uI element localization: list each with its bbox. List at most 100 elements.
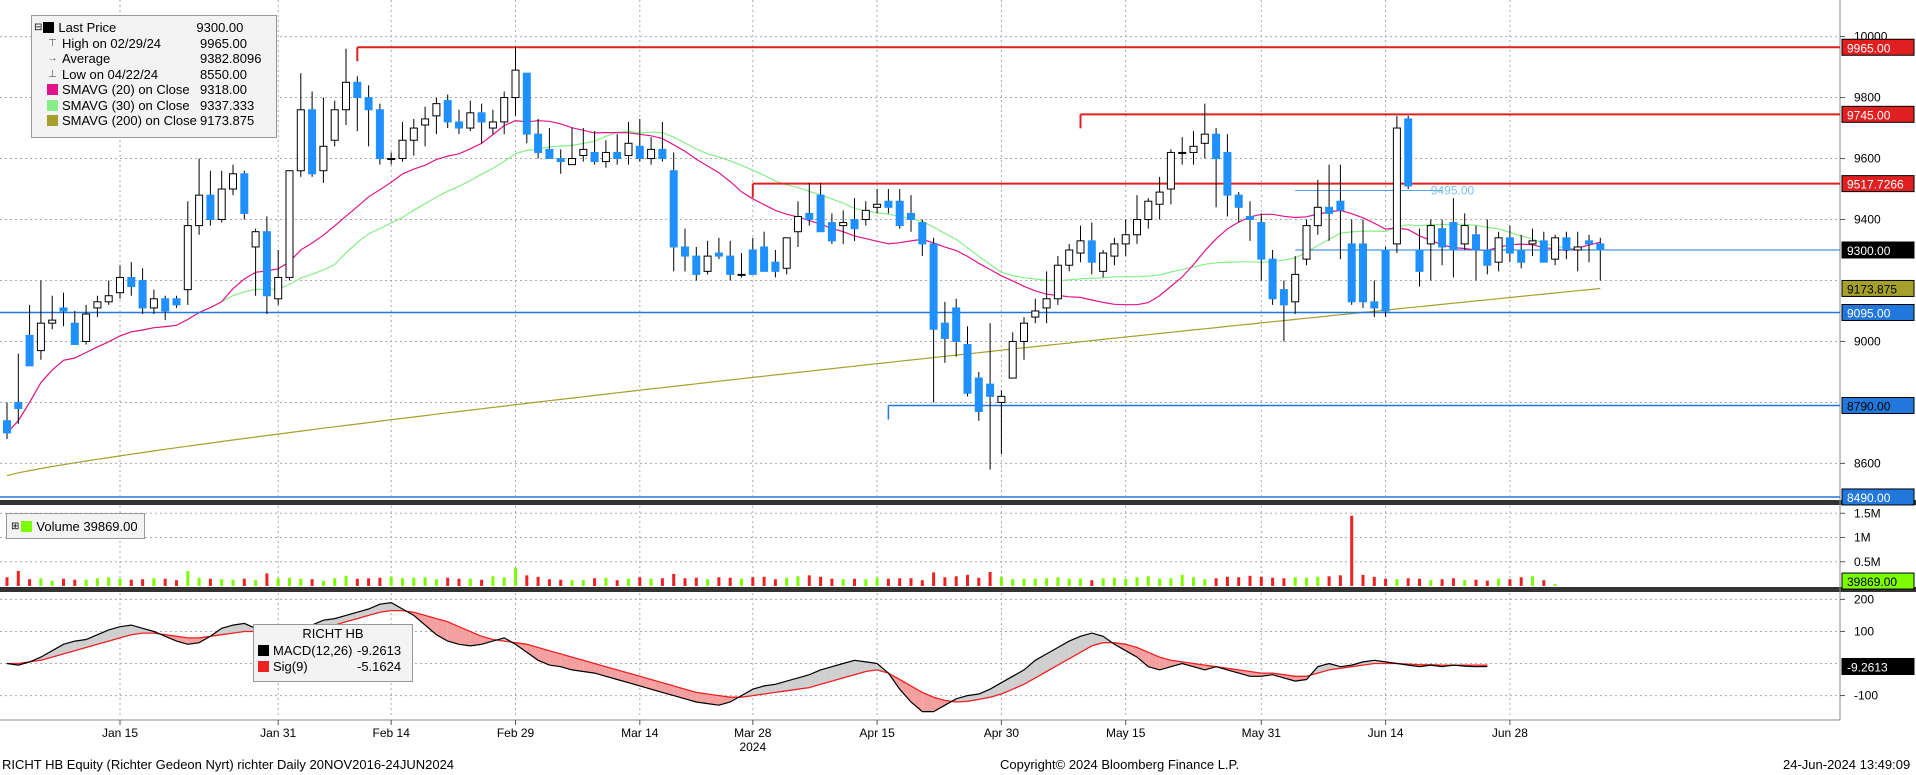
x-tick-label: Jun 28 (1492, 726, 1528, 740)
price-level-tag (1841, 488, 1915, 506)
legend-series-name: Last Price (58, 20, 117, 36)
macd-histogram-fill (843, 660, 855, 678)
candle (873, 203, 882, 208)
x-tick-label: Jun 14 (1368, 726, 1404, 740)
candle (805, 212, 814, 221)
macd-histogram-fill (379, 602, 392, 613)
macd-histogram-fill (662, 682, 674, 696)
candle (14, 401, 23, 410)
volume-bar (231, 579, 235, 586)
volume-bar (480, 579, 484, 586)
candle (443, 100, 452, 123)
macd-histogram-fill (425, 615, 437, 635)
volume-bar (423, 577, 427, 586)
candle (500, 97, 509, 123)
volume-bar (762, 576, 766, 586)
candle (963, 344, 972, 394)
volume-bar (1305, 577, 1308, 586)
candle (952, 307, 961, 342)
volume-bar (457, 578, 461, 586)
volume-bar (649, 578, 653, 586)
candle (534, 133, 543, 153)
macd-histogram-fill (594, 663, 606, 677)
volume-bar (1508, 579, 1512, 586)
volume-bar (242, 578, 246, 586)
y-tick-label: 9000 (1854, 334, 1881, 348)
macd-histogram-fill (572, 657, 584, 672)
volume-bar (141, 579, 145, 586)
volume-bar (254, 580, 258, 586)
candle (195, 194, 204, 227)
macd-histogram-fill (651, 679, 663, 693)
macd-histogram-fill (549, 650, 561, 667)
volume-bar (785, 577, 789, 586)
candle (522, 72, 531, 135)
macd-histogram-fill (1080, 633, 1092, 653)
candle (647, 148, 656, 160)
volume-bar (514, 568, 517, 586)
volume-swatch-icon (21, 520, 33, 532)
volume-bar (909, 578, 913, 586)
volume-bar (728, 577, 732, 586)
volume-bar (1033, 578, 1037, 586)
legend-series-value: 9337.333 (200, 97, 255, 113)
expand-icon[interactable]: ⊞ (11, 520, 20, 532)
volume-bar (310, 579, 314, 586)
candle (748, 249, 757, 275)
price-legend-row: → Average 9382.8096 (32, 51, 276, 67)
candle (127, 276, 136, 288)
volume-bar (1090, 580, 1094, 586)
volume-bar (288, 577, 291, 586)
x-tick-label: Mar 14 (621, 726, 659, 740)
volume-bar (999, 576, 1003, 586)
candle (262, 231, 271, 297)
y-tick-label: 9600 (1854, 152, 1881, 166)
candle (25, 334, 34, 367)
volume-bar (593, 578, 597, 586)
legend-series-value: 9318.00 (200, 82, 247, 98)
candle (907, 212, 915, 221)
candle (613, 151, 622, 160)
collapse-icon[interactable]: ⊟ (34, 22, 43, 34)
volume-bar (401, 578, 404, 586)
macd-legend-value: -9.2613 (357, 643, 402, 659)
volume-bar (1418, 578, 1421, 586)
signal-legend-value: -5.1624 (357, 658, 402, 674)
macd-histogram-fill (605, 666, 618, 680)
candle (1053, 264, 1062, 300)
volume-bar (536, 576, 540, 586)
volume-bar (660, 578, 664, 586)
candle (1144, 200, 1153, 221)
candle (82, 313, 91, 342)
candle (488, 121, 497, 129)
y-tick-label: 9400 (1854, 213, 1881, 227)
volume-bar (773, 579, 777, 586)
volume-bar (1192, 577, 1195, 586)
macd-histogram-fill (176, 636, 188, 645)
macd-histogram-fill (752, 685, 765, 696)
candle (1562, 237, 1571, 251)
volume-bar (1395, 579, 1399, 586)
volume-bar (276, 578, 280, 586)
volume-bar (1146, 576, 1150, 586)
volume-bar (1485, 580, 1489, 586)
volume-bar (1259, 576, 1263, 586)
volume-bar (175, 580, 178, 586)
volume-legend-label: Volume (36, 518, 80, 534)
candle (1392, 127, 1401, 245)
volume-bar (604, 577, 608, 586)
volume-bar (95, 578, 99, 586)
candle (1291, 273, 1300, 303)
macd-histogram-fill (933, 697, 945, 712)
candle (1031, 310, 1040, 318)
price-level-tag (1841, 396, 1915, 414)
volume-bar (1440, 579, 1444, 586)
volume-bar (841, 579, 845, 586)
sma30-line (6, 130, 1601, 434)
volume-bar (5, 577, 9, 586)
candle (104, 295, 113, 303)
volume-bar (796, 576, 800, 586)
legend-series-value: 9382.8096 (200, 51, 262, 67)
volume-bar (1350, 515, 1354, 586)
candle (884, 200, 893, 208)
